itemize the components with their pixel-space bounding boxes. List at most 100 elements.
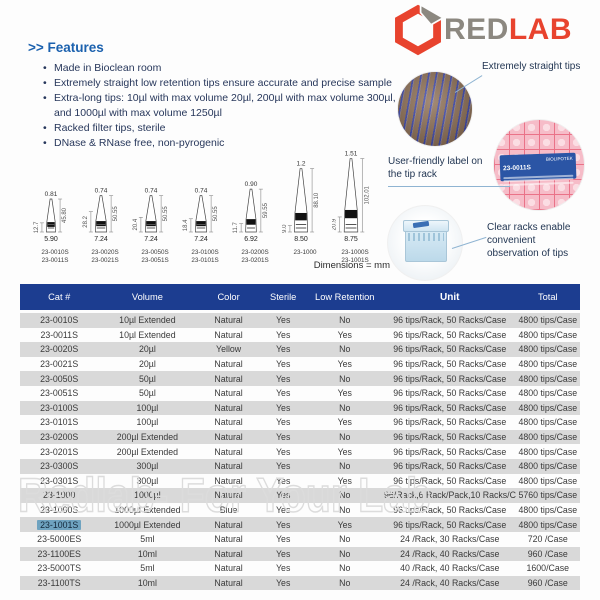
table-cell: Yes [305,517,384,532]
table-cell: Natural [196,458,261,474]
clear-rack-photo [388,206,462,280]
highlighted-catalog-number: 23-1001S [37,519,82,530]
feature-item: Racked filter tips, sterile [43,121,398,136]
table-cell: No [305,342,384,357]
table-cell: 4800 tips/Case [515,371,580,386]
table-cell: No [305,575,384,591]
header-low-retention: Low Retention [305,284,384,312]
table-cell: 1600/Case [515,561,580,576]
svg-text:7.24: 7.24 [144,236,158,242]
svg-text:0.74: 0.74 [195,188,208,195]
table-cell: 23-0021S [20,356,99,372]
svg-text:50.55: 50.55 [213,206,219,222]
product-table: Cat # Volume Color Sterile Low Retention… [20,284,580,591]
svg-text:8.50: 8.50 [294,236,308,242]
table-cell: Yellow [196,342,261,357]
svg-text:20.4: 20.4 [133,218,139,230]
table-cell: Yes [260,342,306,357]
table-row: 23-0020S 20µl Yellow Yes No 96 tips/Rack, 50 … [20,342,580,357]
table-row: 23-0050S 50µl Natural Yes No 96 tips/Rack, 50… [20,371,580,386]
table-cell: 96 tips/Rack, 50 Racks/Case [383,400,516,416]
table-cell: 96 tips/Rack, 50 Racks/Case [383,458,516,474]
svg-text:20.9: 20.9 [332,218,338,230]
header-total: Total [515,284,580,312]
table-cell: 23-1100TS [20,575,99,591]
rack-label-fineprint [503,174,574,186]
table-cell: 96 tips/Rack, 50 Racks/Case [383,517,516,532]
table-cell: 4800 tips/Case [515,444,580,459]
table-cell: Yes [260,429,306,445]
table-cell: 10µl Extended [98,327,197,343]
features-section: >> Features Made in Bioclean roomExtreme… [28,40,398,151]
table-cell: 40 /Rack, 40 Racks/Case [383,561,516,576]
header-unit: Unit [383,284,516,312]
table-cell: Yes [305,385,384,401]
logo-text: REDLAB [444,6,572,54]
table-cell: 1000µl Extended [98,517,197,532]
table-cell: 23-1100ES [20,546,99,562]
table-header: Cat # Volume Color Sterile Low Retention… [20,284,580,312]
table-cell: Natural [196,327,261,343]
caption-connector-line [388,186,510,187]
straight-tips-caption: Extremely straight tips [482,61,581,72]
table-cell: 96/Rack,6 Rack/Pack,10 Racks/Case [383,488,516,503]
table-cell: 720 /Case [515,531,580,547]
rack-label-brand: BIOLIPOTEK [545,155,573,162]
table-cell: 100µl [98,415,197,430]
svg-text:18.4: 18.4 [183,219,189,231]
svg-text:50.55: 50.55 [113,206,119,222]
table-cell: 960 /Case [515,546,580,562]
table-cell: 96 tips/Rack, 50 Racks/Case [383,371,516,386]
svg-text:45.80: 45.80 [62,207,68,223]
clear-rack-caption: Clear racks enable convenient observatio… [487,222,571,259]
table-cell: No [305,488,384,503]
table-cell: 4800 tips/Case [515,517,580,532]
table-row: 23-0100S 100µl Natural Yes No 96 tips/Rack, 5… [20,400,580,416]
svg-text:6.92: 6.92 [244,236,258,242]
table-cell: 5ml [98,561,197,576]
table-cell: Natural [196,400,261,416]
table-cell: 5760 tips/Case [515,488,580,503]
svg-text:7.24: 7.24 [94,236,108,242]
table-cell: 300µl [98,473,197,489]
redlab-logo: REDLAB [392,4,572,56]
table-cell: 23-0050S [20,371,99,386]
tip-diagram-3: 50.55 18.4 0.74 7.24 23-0100S 23-0101S [182,146,228,264]
table-cell: 96 tips/Rack, 50 Racks/Case [383,327,516,343]
tip-diagram-2: 50.55 20.4 0.74 7.24 23-0050S 23-0051S [132,146,178,264]
table-cell: Natural [196,531,261,547]
table-cell: Yes [260,575,306,591]
tips-row: 45.80 12.7 0.81 5.90 23-0010S 23-0011S 5… [32,146,378,264]
table-cell: 1000µl Extended [98,502,197,518]
table-cell: 24 /Rack, 40 Racks/Case [383,546,516,562]
tip-catalog-numbers: 23-1000S 23-1001S [341,249,369,264]
table-cell: 23-5000ES [20,531,99,547]
table-cell: 23-0201S [20,444,99,459]
table-cell: Natural [196,575,261,591]
table-cell: Yes [260,371,306,386]
table-cell: 4800 tips/Case [515,415,580,430]
svg-text:7.24: 7.24 [194,236,208,242]
table-cell: Natural [196,561,261,576]
table-cell: Natural [196,488,261,503]
svg-text:1.2: 1.2 [296,161,305,168]
tip-catalog-numbers: 23-0200S 23-0201S [241,249,269,264]
table-cell: 4800 tips/Case [515,429,580,445]
table-cell: 300µl [98,458,197,474]
svg-text:102.01: 102.01 [364,185,370,204]
tip-catalog-numbers: 23-0020S 23-0021S [91,249,119,264]
feature-item: DNase & RNase free, non-pyrogenic [43,136,398,151]
table-cell: Natural [196,546,261,562]
svg-text:0.90: 0.90 [245,181,258,188]
table-cell: Natural [196,444,261,459]
svg-text:9.0: 9.0 [282,224,288,233]
table-cell: Yes [305,327,384,343]
table-row: 23-0200S 200µl Extended Natural Yes No 96 tip… [20,429,580,445]
tip-diagram-6: 102.01 20.9 1.51 8.75 23-1000S 23-1001S [332,146,378,264]
table-cell: 96 tips/Rack, 50 Racks/Case [383,444,516,459]
table-cell: No [305,371,384,386]
table-cell: No [305,502,384,518]
table-cell: 4800 tips/Case [515,327,580,343]
table-row: 23-1000 1000µl Natural Yes No 96/Rack,6 Rack/… [20,488,580,503]
table-cell: 4800 tips/Case [515,311,580,328]
